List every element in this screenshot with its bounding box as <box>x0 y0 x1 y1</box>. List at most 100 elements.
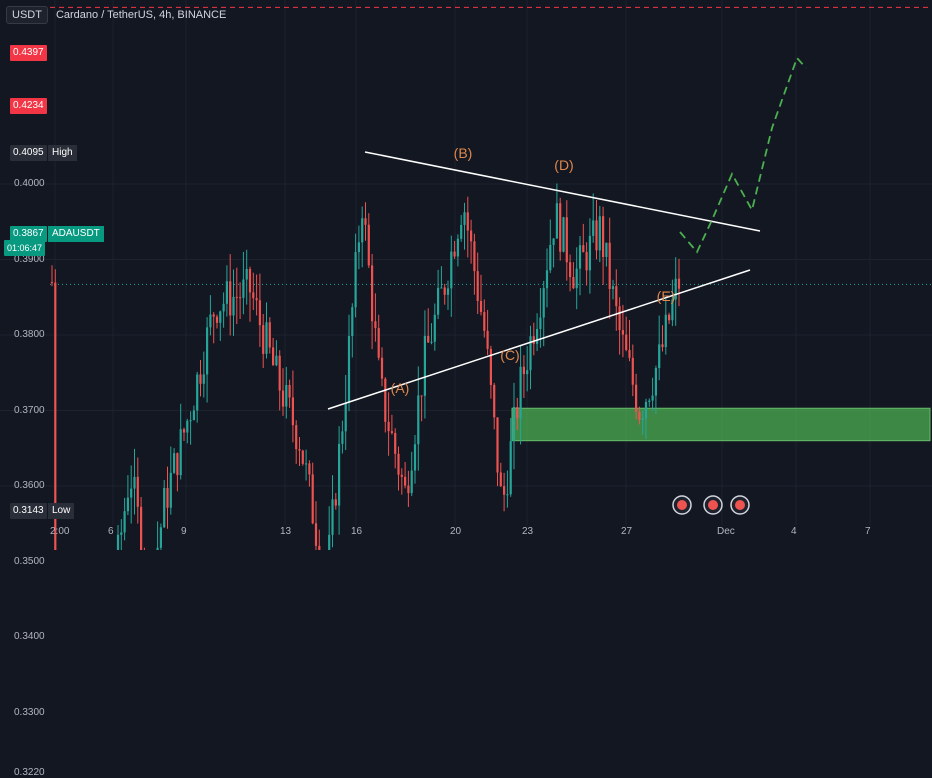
date-label: 27 <box>621 526 633 537</box>
candle-body-61 <box>252 292 255 299</box>
candle-body-35 <box>166 487 169 508</box>
candle-body-171 <box>615 286 618 307</box>
date-label: Dec <box>717 526 735 537</box>
candle-body-100 <box>380 357 384 379</box>
candle-body-143 <box>522 366 525 375</box>
chart-header: USDT Cardano / TetherUS, 4h, BINANCE <box>6 6 226 24</box>
candle-body-154 <box>559 203 562 252</box>
candle-body-96 <box>367 224 370 266</box>
high-tag: 0.4095 <box>10 145 47 161</box>
date-label: 7 <box>865 526 871 537</box>
candle-body-111 <box>417 395 420 445</box>
wave-label-d: (D) <box>554 157 573 173</box>
candle-body-146 <box>532 336 535 344</box>
candle-body-113 <box>423 335 426 396</box>
candle-body-77 <box>305 463 308 465</box>
candle-body-51 <box>219 311 222 323</box>
candle-body-161 <box>582 245 585 253</box>
candle-body-157 <box>569 262 572 278</box>
event-flag-icon-inner-1 <box>708 500 718 510</box>
candle-body-155 <box>562 217 565 252</box>
candle-body-166 <box>598 216 601 251</box>
candle-body-135 <box>496 417 499 473</box>
candle-body-186 <box>664 314 667 348</box>
candle-body-142 <box>519 366 522 419</box>
symbol-box[interactable]: USDT <box>6 6 48 24</box>
candle-body-70 <box>281 390 285 407</box>
candle-body-99 <box>377 328 380 358</box>
candle-body-103 <box>390 431 393 433</box>
candle-body-65 <box>265 322 268 354</box>
price-label: 0.3700 <box>14 404 45 416</box>
candle-body-104 <box>394 432 397 454</box>
candle-body-177 <box>635 384 638 412</box>
candle-body-39 <box>179 429 182 476</box>
candle-body-22 <box>123 511 126 533</box>
candle-body-120 <box>446 288 450 295</box>
candle-body-151 <box>549 244 552 271</box>
candle-body-133 <box>489 348 492 385</box>
price-label: 0.3900 <box>14 253 45 265</box>
lower-trendline <box>327 269 751 410</box>
candle-body-105 <box>397 453 400 475</box>
candle-body-56 <box>235 296 238 298</box>
candle-body-139 <box>509 441 512 495</box>
candle-body-118 <box>440 287 443 289</box>
candle-body-168 <box>605 242 608 258</box>
price-label: 0.4000 <box>14 178 45 189</box>
candle-body-23 <box>126 497 129 512</box>
candle-body-162 <box>585 252 588 271</box>
candle-body-88 <box>341 431 344 444</box>
candle-body-20 <box>116 534 120 550</box>
candle-body-107 <box>404 476 407 486</box>
candle-body-101 <box>384 378 387 422</box>
chart-title: Cardano / TetherUS, 4h, BINANCE <box>55 9 227 21</box>
candle-body-170 <box>611 286 615 289</box>
candle-body-122 <box>453 251 456 257</box>
candle-body-176 <box>631 357 634 385</box>
candle-body-136 <box>499 472 502 487</box>
candle-body-119 <box>443 287 446 295</box>
candle-body-180 <box>644 401 648 419</box>
candle-body-94 <box>361 218 364 243</box>
candle-body-55 <box>232 296 235 316</box>
candle-body-92 <box>354 252 357 308</box>
candle-body-79 <box>311 474 314 524</box>
candle-body-147 <box>536 328 539 344</box>
candle-body-110 <box>413 444 417 471</box>
candle-body-67 <box>272 347 275 366</box>
candle-body-130 <box>479 300 483 313</box>
candle-body-66 <box>268 322 271 348</box>
date-label: 20 <box>450 526 462 537</box>
candle-body-97 <box>371 265 374 322</box>
candle-body-75 <box>298 449 301 451</box>
candle-body-153 <box>555 203 558 239</box>
candle-body-184 <box>658 344 661 369</box>
price-label: 0.3800 <box>14 329 45 340</box>
candle-body-178 <box>638 411 641 420</box>
candle-body-59 <box>245 268 248 280</box>
candle-body-167 <box>602 216 605 258</box>
candle-body-44 <box>196 374 199 411</box>
candle-body-173 <box>621 330 624 335</box>
candle-body-38 <box>176 453 179 476</box>
candle-body-54 <box>229 281 232 316</box>
candle-body-159 <box>575 268 578 289</box>
candle-body-27 <box>140 506 143 550</box>
price-chart[interactable]: (A) (B) (C) (D) (E) <box>0 0 932 550</box>
demand-zone <box>511 407 931 442</box>
candle-body-189 <box>674 278 677 300</box>
candle-body-148 <box>539 317 542 329</box>
candle-body-183 <box>654 368 657 396</box>
candle-body-76 <box>301 450 304 464</box>
candle-body-164 <box>592 220 595 236</box>
candle-body-58 <box>242 279 245 298</box>
candle-body-124 <box>460 224 463 239</box>
current-price-tag: 0.3867 <box>10 226 47 242</box>
candle-body-89 <box>344 402 347 432</box>
candle-body-131 <box>483 312 486 331</box>
upper-trendline <box>364 151 761 232</box>
wave-label-b: (B) <box>454 145 473 161</box>
candle-body-36 <box>169 472 172 508</box>
date-label: 6 <box>108 526 114 537</box>
